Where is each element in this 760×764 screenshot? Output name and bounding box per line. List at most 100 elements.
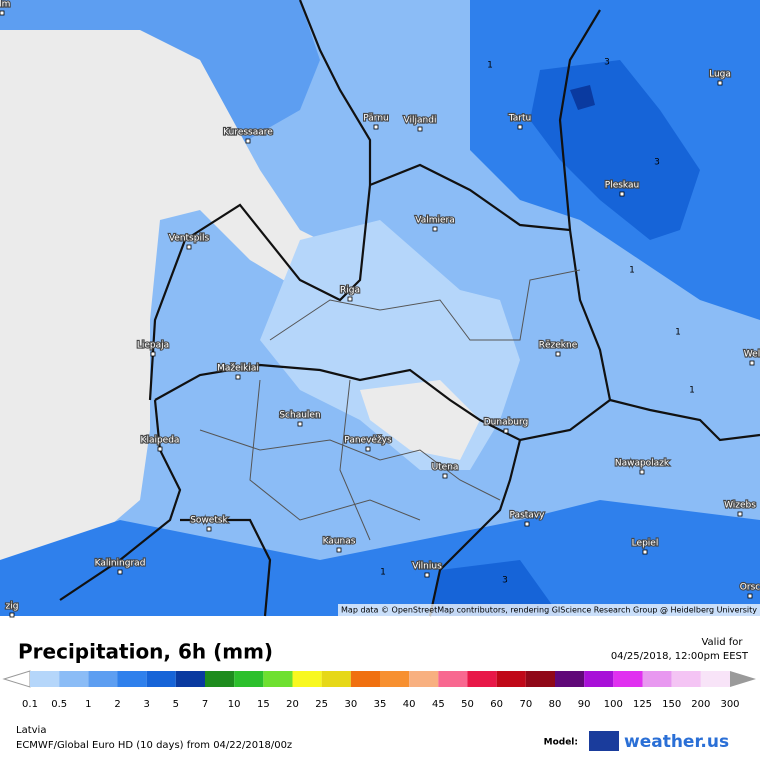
city-marker (619, 191, 625, 197)
city-label: Riga (340, 286, 360, 296)
sea-no-precip (0, 30, 360, 560)
legend-swatch (613, 671, 643, 687)
brand: weather.us (624, 732, 729, 752)
city-marker (297, 421, 303, 427)
city-label: Wel (744, 350, 760, 360)
legend-arrow-left (2, 670, 31, 688)
contour-label: 1 (380, 568, 386, 578)
city-marker (555, 351, 561, 357)
legend-swatch (525, 671, 555, 687)
city-marker (150, 351, 156, 357)
legend-swatch (467, 671, 497, 687)
city-marker (186, 244, 192, 250)
legend-label: 40 (403, 699, 416, 710)
legend-swatch (321, 671, 351, 687)
legend-label: 200 (691, 699, 710, 710)
city-marker (9, 612, 15, 618)
city-label: olm (0, 0, 10, 10)
city-label: zig (6, 602, 19, 612)
contour-label: 1 (689, 386, 695, 396)
city-marker (206, 526, 212, 532)
legend-swatch (175, 671, 205, 687)
contour-label: 1 (487, 61, 493, 71)
city-label: Luga (709, 70, 731, 80)
legend-swatch (205, 671, 235, 687)
legend-swatch (409, 671, 439, 687)
map (0, 0, 760, 617)
legend-swatch (584, 671, 614, 687)
legend-swatch (555, 671, 585, 687)
city-label: Liepaja (137, 341, 169, 351)
legend-label: 10 (228, 699, 241, 710)
legend-label: 35 (374, 699, 387, 710)
model-run: ECMWF/Global Euro HD (10 days) from 04/2… (16, 740, 292, 751)
legend-label: 50 (461, 699, 474, 710)
legend-label: 0.1 (22, 699, 38, 710)
legend-swatch (263, 671, 293, 687)
borders (59, 0, 760, 617)
city-label: Wizebs (724, 501, 756, 511)
city-label: Kuressaare (223, 128, 273, 138)
city-label: Dunaburg (484, 418, 529, 428)
city-marker (117, 569, 123, 575)
legend-label: 125 (633, 699, 652, 710)
city-marker (503, 428, 509, 434)
city-marker (245, 138, 251, 144)
city-marker (157, 446, 163, 452)
legend-label: 45 (432, 699, 445, 710)
legend-swatch (30, 671, 60, 687)
legend-label: 7 (202, 699, 208, 710)
city-label: Pastavy (510, 511, 546, 521)
city-label: Sowetsk (190, 516, 228, 526)
city-label: Pleskau (605, 181, 639, 191)
city-label: Klaipeda (141, 436, 180, 446)
city-marker (336, 547, 342, 553)
legend-label: 3 (143, 699, 149, 710)
admin-borders (199, 269, 581, 541)
city-marker (639, 469, 645, 475)
legend-label: 2 (114, 699, 120, 710)
precip-area (0, 500, 760, 616)
precip-area (430, 560, 560, 616)
city-label: Ventspils (169, 234, 210, 244)
city-marker (432, 226, 438, 232)
city-label: Vilnius (412, 562, 442, 572)
valid-time: 04/25/2018, 12:00pm EEST (611, 651, 749, 662)
eu-flag (589, 731, 619, 751)
legend: 0.1 0.5 1 2 3 5 7 10 15 20 25 30 35 40 45 50 60 70 80 90 100… (2, 670, 756, 710)
city-marker (747, 593, 753, 599)
title: Precipitation, 6h (mm) (18, 640, 273, 664)
contour-label: 3 (654, 158, 660, 168)
legend-label: 100 (604, 699, 623, 710)
legend-swatch (292, 671, 322, 687)
legend-label: 60 (490, 699, 503, 710)
city-label: Orsc (740, 583, 760, 593)
legend-label: 25 (315, 699, 328, 710)
city-marker (347, 296, 353, 302)
legend-label: 80 (549, 699, 562, 710)
city-marker (517, 124, 523, 130)
legend-swatch (88, 671, 118, 687)
precip-area (530, 60, 700, 240)
city-marker (365, 446, 371, 452)
city-label: Pärnu (363, 114, 389, 124)
city-label: Kaunas (323, 537, 356, 547)
valid-label: Valid for (701, 637, 743, 648)
region: Latvia (16, 725, 46, 736)
city-label: Utena (432, 463, 459, 473)
precip-core (570, 85, 595, 110)
map-attribution: Map data © OpenStreetMap contributors, r… (341, 606, 757, 615)
legend-swatch (438, 671, 468, 687)
city-marker (235, 374, 241, 380)
city-marker (417, 126, 423, 132)
city-label: Valmiera (415, 216, 455, 226)
legend-label: 20 (286, 699, 299, 710)
city-marker (524, 521, 530, 527)
city-marker (424, 572, 430, 578)
legend-label: 5 (173, 699, 179, 710)
city-marker (442, 473, 448, 479)
contour-label: 3 (502, 576, 508, 586)
legend-arrow-right (730, 671, 756, 687)
city-label: Viljandi (404, 116, 437, 126)
